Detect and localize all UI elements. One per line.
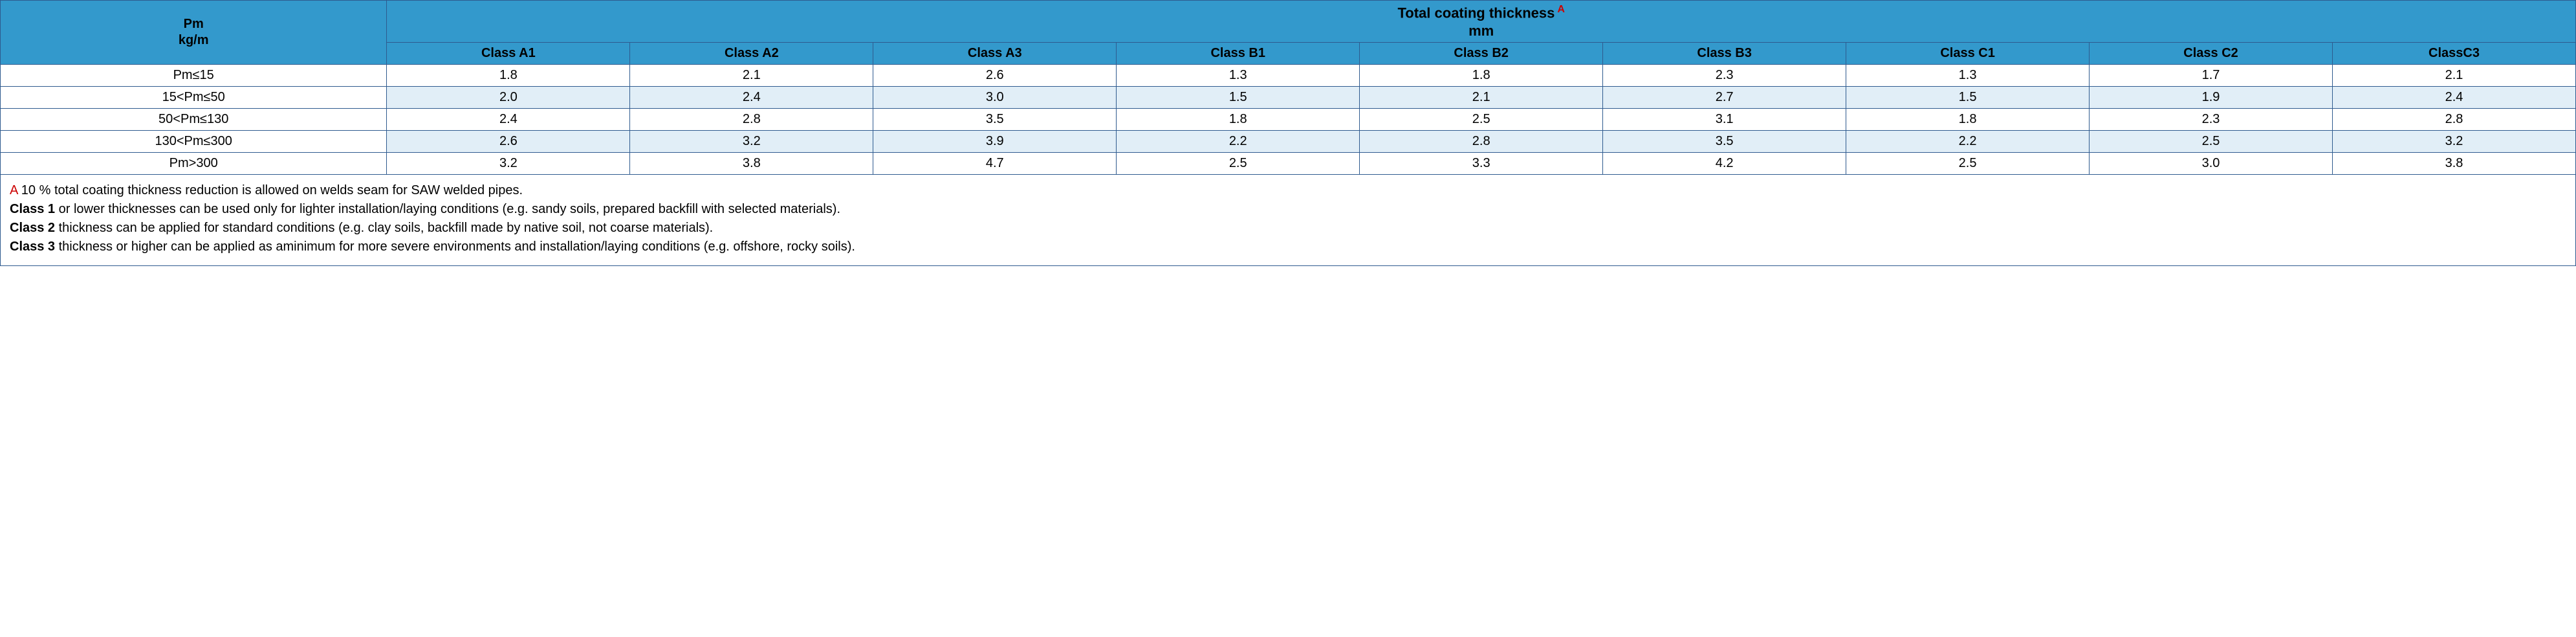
cell: 1.8 [1360,65,1603,87]
header-thickness: Total coating thicknessA mm [387,1,2576,43]
col-class-b2: Class B2 [1360,43,1603,65]
header-pm-line2: kg/m [179,33,209,47]
cell: 2.3 [1603,65,1846,87]
cell: 3.2 [2333,131,2576,153]
cell: 2.5 [2090,131,2333,153]
cell: 2.0 [387,87,630,109]
table-body: Pm≤15 1.8 2.1 2.6 1.3 1.8 2.3 1.3 1.7 2.… [1,65,2576,266]
table-row: Pm>300 3.2 3.8 4.7 2.5 3.3 4.2 2.5 3.0 3… [1,153,2576,175]
col-class-b3: Class B3 [1603,43,1846,65]
cell: 2.1 [1360,87,1603,109]
cell: 2.8 [2333,109,2576,131]
row-label: 15<Pm≤50 [1,87,387,109]
cell: 3.1 [1603,109,1846,131]
header-pm: Pm kg/m [1,1,387,65]
cell: 2.5 [1360,109,1603,131]
row-label: Pm>300 [1,153,387,175]
cell: 3.0 [873,87,1117,109]
table-row: 50<Pm≤130 2.4 2.8 3.5 1.8 2.5 3.1 1.8 2.… [1,109,2576,131]
note-c1-label: Class 1 [10,202,55,216]
table-row: 15<Pm≤50 2.0 2.4 3.0 1.5 2.1 2.7 1.5 1.9… [1,87,2576,109]
notes-cell: A 10 % total coating thickness reduction… [1,175,2576,266]
coating-thickness-table-wrap: Pm kg/m Total coating thicknessA mm Clas… [0,0,2576,266]
cell: 4.7 [873,153,1117,175]
cell: 2.4 [630,87,873,109]
header-thickness-super: A [1557,4,1565,15]
table-row: 130<Pm≤300 2.6 3.2 3.9 2.2 2.8 3.5 2.2 2… [1,131,2576,153]
header-thickness-title: Total coating thickness [1397,5,1555,21]
row-label: Pm≤15 [1,65,387,87]
cell: 3.8 [630,153,873,175]
cell: 2.7 [1603,87,1846,109]
note-a-text: 10 % total coating thickness reduction i… [17,183,523,197]
col-class-a2: Class A2 [630,43,873,65]
cell: 2.2 [1846,131,2090,153]
note-a-marker: A [10,183,17,197]
col-class-b1: Class B1 [1117,43,1360,65]
row-label: 50<Pm≤130 [1,109,387,131]
cell: 1.8 [387,65,630,87]
cell: 3.0 [2090,153,2333,175]
cell: 2.4 [387,109,630,131]
cell: 1.9 [2090,87,2333,109]
cell: 3.9 [873,131,1117,153]
cell: 2.5 [1117,153,1360,175]
cell: 4.2 [1603,153,1846,175]
cell: 2.1 [2333,65,2576,87]
cell: 1.3 [1846,65,2090,87]
cell: 3.2 [630,131,873,153]
note-c3-label: Class 3 [10,240,55,254]
cell: 1.7 [2090,65,2333,87]
cell: 2.4 [2333,87,2576,109]
cell: 2.8 [630,109,873,131]
cell: 3.3 [1360,153,1603,175]
note-c2-text: thickness can be applied for standard co… [55,221,713,235]
coating-thickness-table: Pm kg/m Total coating thicknessA mm Clas… [0,0,2576,266]
cell: 3.2 [387,153,630,175]
cell: 1.8 [1846,109,2090,131]
col-class-c2: Class C2 [2090,43,2333,65]
col-class-a3: Class A3 [873,43,1117,65]
header-thickness-unit: mm [1468,23,1494,39]
cell: 2.3 [2090,109,2333,131]
table-row: Pm≤15 1.8 2.1 2.6 1.3 1.8 2.3 1.3 1.7 2.… [1,65,2576,87]
cell: 3.8 [2333,153,2576,175]
note-c3-text: thickness or higher can be applied as am… [55,240,855,254]
col-class-c1: Class C1 [1846,43,2090,65]
cell: 1.5 [1117,87,1360,109]
cell: 1.8 [1117,109,1360,131]
col-class-a1: Class A1 [387,43,630,65]
cell: 3.5 [873,109,1117,131]
cell: 2.1 [630,65,873,87]
row-label: 130<Pm≤300 [1,131,387,153]
note-c2-label: Class 2 [10,221,55,235]
cell: 2.6 [387,131,630,153]
cell: 2.5 [1846,153,2090,175]
header-pm-line1: Pm [184,17,204,31]
note-c1-text: or lower thicknesses can be used only fo… [55,202,840,216]
cell: 2.8 [1360,131,1603,153]
cell: 1.3 [1117,65,1360,87]
cell: 1.5 [1846,87,2090,109]
cell: 2.2 [1117,131,1360,153]
col-class-c3: ClassC3 [2333,43,2576,65]
cell: 3.5 [1603,131,1846,153]
cell: 2.6 [873,65,1117,87]
